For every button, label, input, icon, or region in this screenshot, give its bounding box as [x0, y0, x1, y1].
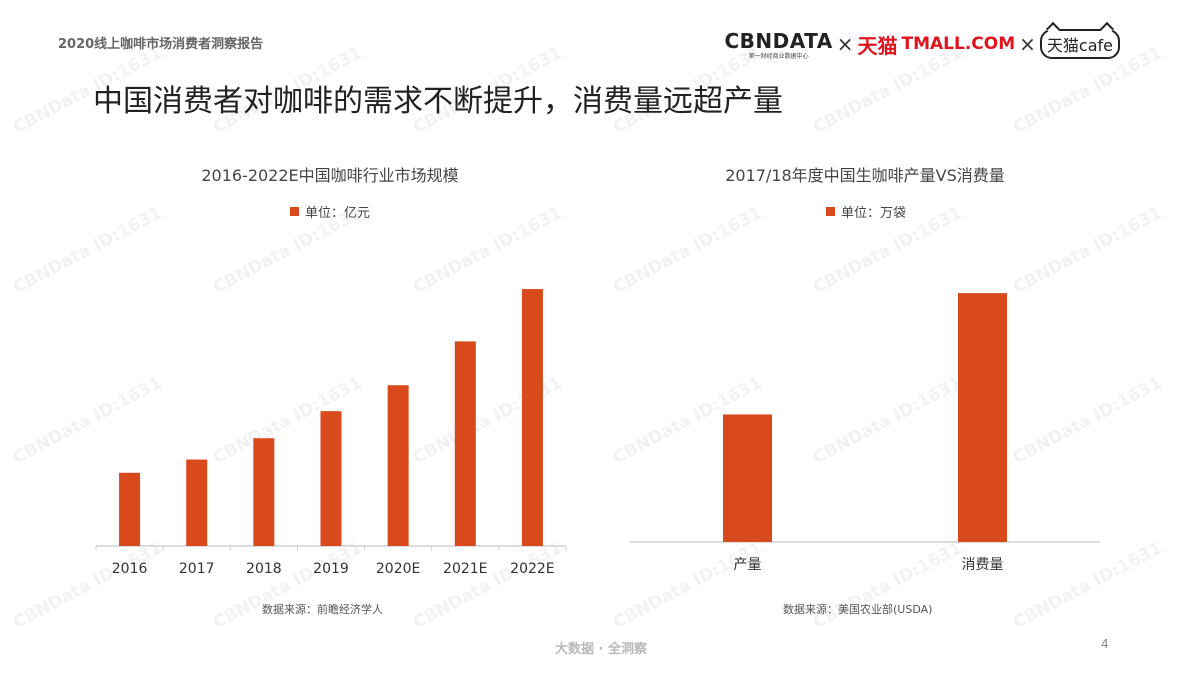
chart1-category-label: 2018: [246, 561, 282, 577]
times-icon-2: ×: [1019, 32, 1036, 56]
chart1-bar: [454, 341, 476, 546]
chart1-category-label: 2021E: [443, 561, 487, 577]
page-number: 4: [1101, 637, 1109, 651]
chart2-source: 数据来源：美国农业部(USDA): [783, 603, 933, 616]
chart2-legend-swatch: [826, 207, 835, 216]
tmall-logo-en: TMALL.COM: [901, 34, 1016, 54]
chart1-category-label: 2019: [313, 561, 349, 577]
chart1-legend: 单位：亿元: [290, 202, 370, 221]
chart1-legend-swatch: [290, 207, 299, 216]
chart1-bar: [186, 459, 208, 546]
chart1-category-label: 2017: [179, 561, 215, 577]
times-icon: ×: [836, 32, 854, 56]
footer-brand: 大数据 · 全洞察: [555, 642, 647, 657]
report-title: 2020线上咖啡市场消费者洞察报告: [58, 37, 264, 52]
chart1-source: 数据来源：前瞻经济学人: [262, 603, 383, 616]
chart2-legend-label: 单位：万袋: [841, 206, 907, 221]
tmall-cafe-logo: 天猫cafe: [1039, 29, 1120, 59]
chart1-category-label: 2022E: [510, 561, 554, 577]
chart2-title: 2017/18年度中国生咖啡产量VS消费量: [725, 166, 1005, 185]
chart1-bar: [253, 438, 275, 546]
page-title: 中国消费者对咖啡的需求不断提升，消费量远超产量: [93, 84, 783, 119]
chart1-bar: [320, 411, 342, 546]
chart1-category-label: 2020E: [376, 561, 420, 577]
chart1-category-label: 2016: [112, 561, 148, 577]
cbndata-logo-subtitle: 第一财经商业数据中心: [748, 52, 809, 60]
cbndata-logo: CBNDATA 第一财经商业数据中心: [724, 29, 832, 60]
chart1-bar: [119, 472, 141, 546]
chart2-legend: 单位：万袋: [826, 202, 906, 221]
chart1-bar: [387, 385, 409, 546]
chart1-title: 2016-2022E中国咖啡行业市场规模: [201, 166, 459, 185]
chart1-bar: [521, 289, 543, 546]
partner-logos: CBNDATA 第一财经商业数据中心 × 天猫 TMALL.COM × 天猫ca…: [724, 24, 1120, 64]
cbndata-logo-text: CBNDATA: [724, 28, 833, 53]
tmall-logo-cn: 天猫: [857, 33, 898, 58]
chart1-legend-label: 单位：亿元: [305, 206, 371, 221]
